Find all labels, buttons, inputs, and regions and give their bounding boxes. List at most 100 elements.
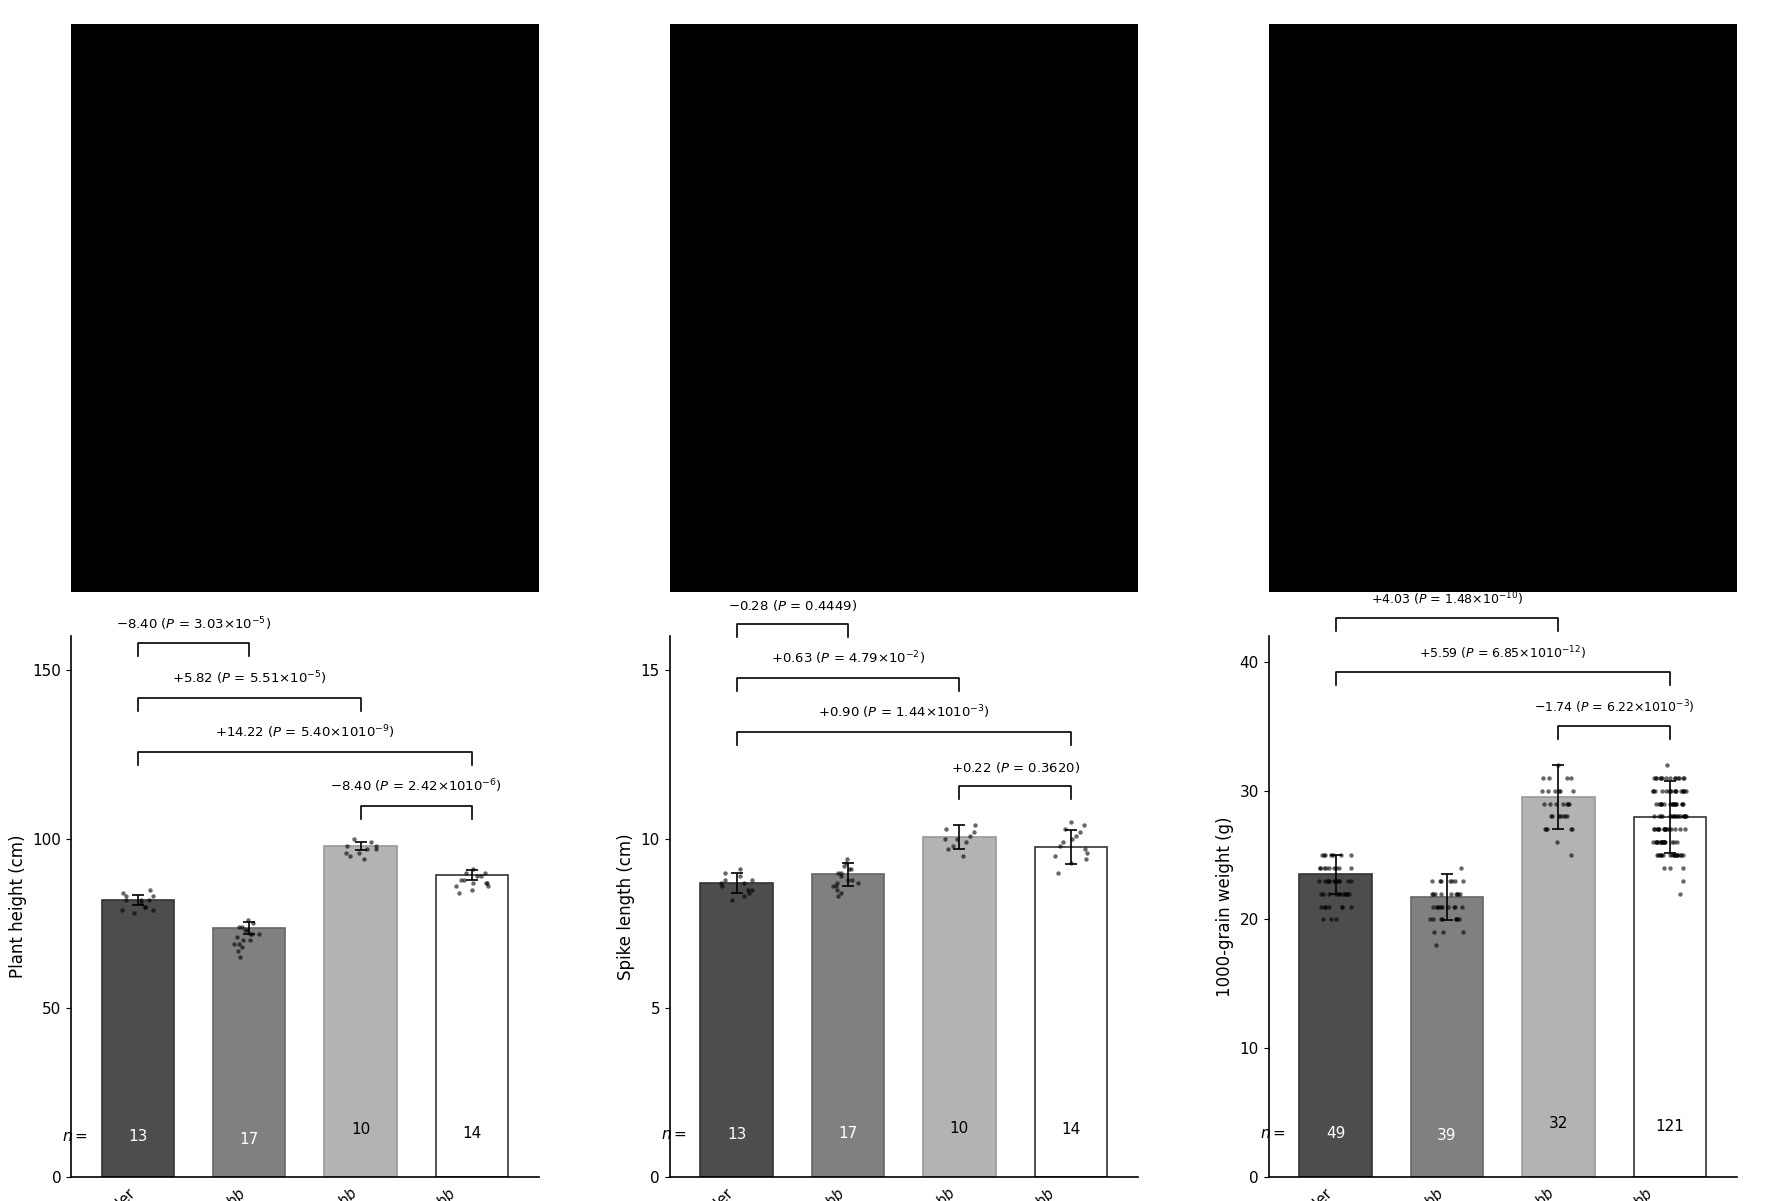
Point [1639, 769, 1667, 788]
Text: +5.82 ($\mathit{P}$ = 5.51$\times10^{−5}$): +5.82 ($\mathit{P}$ = 5.51$\times10^{−5}… [172, 669, 326, 687]
Point [225, 934, 253, 954]
Point [1660, 832, 1689, 852]
Point [1671, 781, 1699, 800]
Point [1306, 859, 1334, 878]
Point [1648, 794, 1676, 813]
Point [1641, 781, 1669, 800]
Point [1306, 859, 1334, 878]
Point [1315, 859, 1343, 878]
Point [1428, 910, 1457, 930]
Point [1324, 871, 1352, 890]
Point [1650, 859, 1678, 878]
Y-axis label: Spike length (cm): Spike length (cm) [617, 833, 634, 980]
Point [1317, 846, 1345, 865]
Text: −0.28 ($\mathit{P}$ = 0.4449): −0.28 ($\mathit{P}$ = 0.4449) [728, 598, 858, 613]
Point [1657, 820, 1685, 839]
Point [1308, 846, 1336, 865]
Point [960, 815, 989, 835]
Point [1671, 820, 1699, 839]
Point [1324, 871, 1352, 890]
Point [1045, 836, 1074, 855]
Bar [700, 883, 773, 1177]
Point [1042, 847, 1070, 866]
Point [1317, 910, 1345, 930]
Point [1428, 922, 1457, 942]
Point [737, 880, 766, 900]
Point [1646, 794, 1675, 813]
Text: +0.90 ($\mathit{P}$ = 1.44×10$10^{−3}$): +0.90 ($\mathit{P}$ = 1.44×10$10^{−3}$) [817, 704, 991, 721]
Point [1061, 826, 1090, 846]
Point [1671, 807, 1699, 826]
Point [829, 856, 858, 876]
Point [1044, 864, 1072, 883]
Text: +0.22 ($\mathit{P}$ = 0.3620): +0.22 ($\mathit{P}$ = 0.3620) [950, 760, 1079, 775]
Point [1643, 832, 1671, 852]
Point [707, 877, 735, 896]
Point [1657, 807, 1685, 826]
Y-axis label: Plant height (cm): Plant height (cm) [9, 835, 27, 979]
Point [1660, 794, 1689, 813]
Point [1449, 871, 1478, 890]
Point [1644, 820, 1673, 839]
Point [1051, 819, 1079, 838]
Point [1322, 871, 1350, 890]
Text: −8.40 ($\mathit{P}$ = 3.03$\times10^{−5}$): −8.40 ($\mathit{P}$ = 3.03$\times10^{−5}… [115, 615, 271, 633]
Text: $n=$: $n=$ [661, 1127, 686, 1142]
Point [1652, 820, 1680, 839]
Point [239, 914, 268, 933]
Text: −1.74 ($\mathit{P}$ = 6.22×10$10^{−3}$): −1.74 ($\mathit{P}$ = 6.22×10$10^{−3}$) [1533, 698, 1694, 716]
Point [450, 870, 478, 889]
Bar [1035, 847, 1108, 1177]
Point [1315, 871, 1343, 890]
Point [1558, 846, 1586, 865]
Point [828, 867, 856, 886]
Point [1554, 794, 1582, 813]
Point [1442, 884, 1471, 903]
Point [1639, 820, 1667, 839]
Point [960, 823, 989, 842]
Point [1306, 871, 1334, 890]
Point [1545, 781, 1574, 800]
Point [824, 886, 852, 906]
Point [1329, 897, 1357, 916]
Point [1644, 820, 1673, 839]
Point [1641, 807, 1669, 826]
Point [1669, 846, 1698, 865]
Point [1660, 820, 1689, 839]
Point [225, 948, 253, 967]
Point [1664, 769, 1692, 788]
Point [822, 877, 851, 896]
Point [131, 897, 159, 916]
Point [1049, 832, 1077, 852]
Point [1437, 884, 1465, 903]
Point [1650, 846, 1678, 865]
Point [1643, 794, 1671, 813]
Text: −1.56 ($\mathit{P}$ = 0.0437): −1.56 ($\mathit{P}$ = 0.0437) [1329, 538, 1453, 554]
Point [128, 890, 156, 909]
Text: 39: 39 [1437, 1129, 1457, 1143]
Point [119, 903, 147, 922]
Point [843, 873, 872, 892]
Point [824, 864, 852, 883]
Bar [213, 928, 285, 1177]
Point [1423, 897, 1451, 916]
Point [1533, 820, 1561, 839]
Point [223, 927, 252, 946]
Point [1660, 807, 1689, 826]
Point [835, 860, 863, 879]
Point [1662, 846, 1690, 865]
Point [735, 884, 764, 903]
Point [1435, 871, 1464, 890]
Point [1442, 884, 1471, 903]
Point [828, 884, 856, 903]
Point [356, 832, 385, 852]
Point [220, 934, 248, 954]
Point [236, 924, 264, 943]
Point [711, 864, 739, 883]
Point [1655, 794, 1683, 813]
Point [1448, 897, 1476, 916]
Point [1671, 781, 1699, 800]
Point [1535, 781, 1563, 800]
Point [1659, 794, 1687, 813]
Point [1652, 820, 1680, 839]
